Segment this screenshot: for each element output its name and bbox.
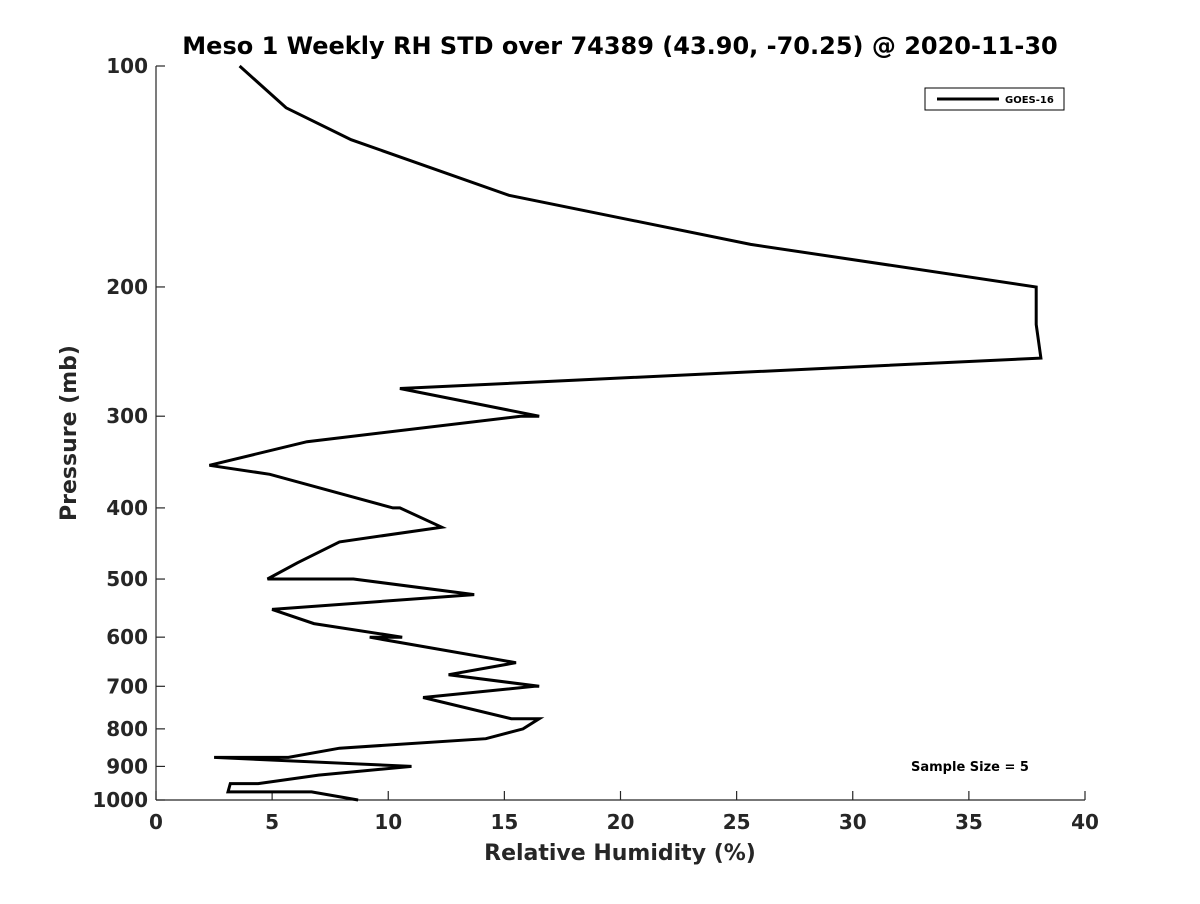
sample-size-annotation: Sample Size = 5 (911, 760, 1029, 775)
x-tick-label: 25 (723, 810, 751, 834)
x-tick-label: 10 (374, 810, 402, 834)
x-tick-label: 35 (955, 810, 983, 834)
y-axis-label: Pressure (mb) (57, 345, 82, 521)
y-tick-label: 400 (106, 496, 148, 520)
legend-label-goes-16: GOES-16 (1005, 95, 1054, 106)
axes (155, 66, 1085, 801)
y-tick-label: 300 (106, 404, 148, 428)
series-line-goes-16 (209, 64, 1043, 802)
x-axis-ticks: 0 5 10 15 20 25 30 35 40 (149, 791, 1099, 834)
y-tick-label: 1000 (92, 788, 148, 812)
x-tick-label: 40 (1071, 810, 1099, 834)
y-tick-label: 100 (106, 54, 148, 78)
x-tick-label: 0 (149, 810, 163, 834)
y-tick-label: 700 (106, 674, 148, 698)
x-tick-label: 5 (265, 810, 279, 834)
y-tick-label: 600 (106, 625, 148, 649)
y-tick-label: 200 (106, 275, 148, 299)
x-tick-label: 20 (607, 810, 635, 834)
y-tick-label: 800 (106, 717, 148, 741)
legend: GOES-16 (924, 87, 1065, 111)
chart-title: Meso 1 Weekly RH STD over 74389 (43.90, … (182, 32, 1057, 60)
y-tick-label: 500 (106, 567, 148, 591)
y-tick-label: 900 (106, 754, 148, 778)
x-tick-label: 15 (490, 810, 518, 834)
x-axis-label: Relative Humidity (%) (484, 841, 756, 866)
series-layer (209, 64, 1043, 802)
y-axis-ticks: 100 200 300 400 500 600 700 800 900 1000 (92, 54, 165, 812)
x-tick-label: 30 (839, 810, 867, 834)
